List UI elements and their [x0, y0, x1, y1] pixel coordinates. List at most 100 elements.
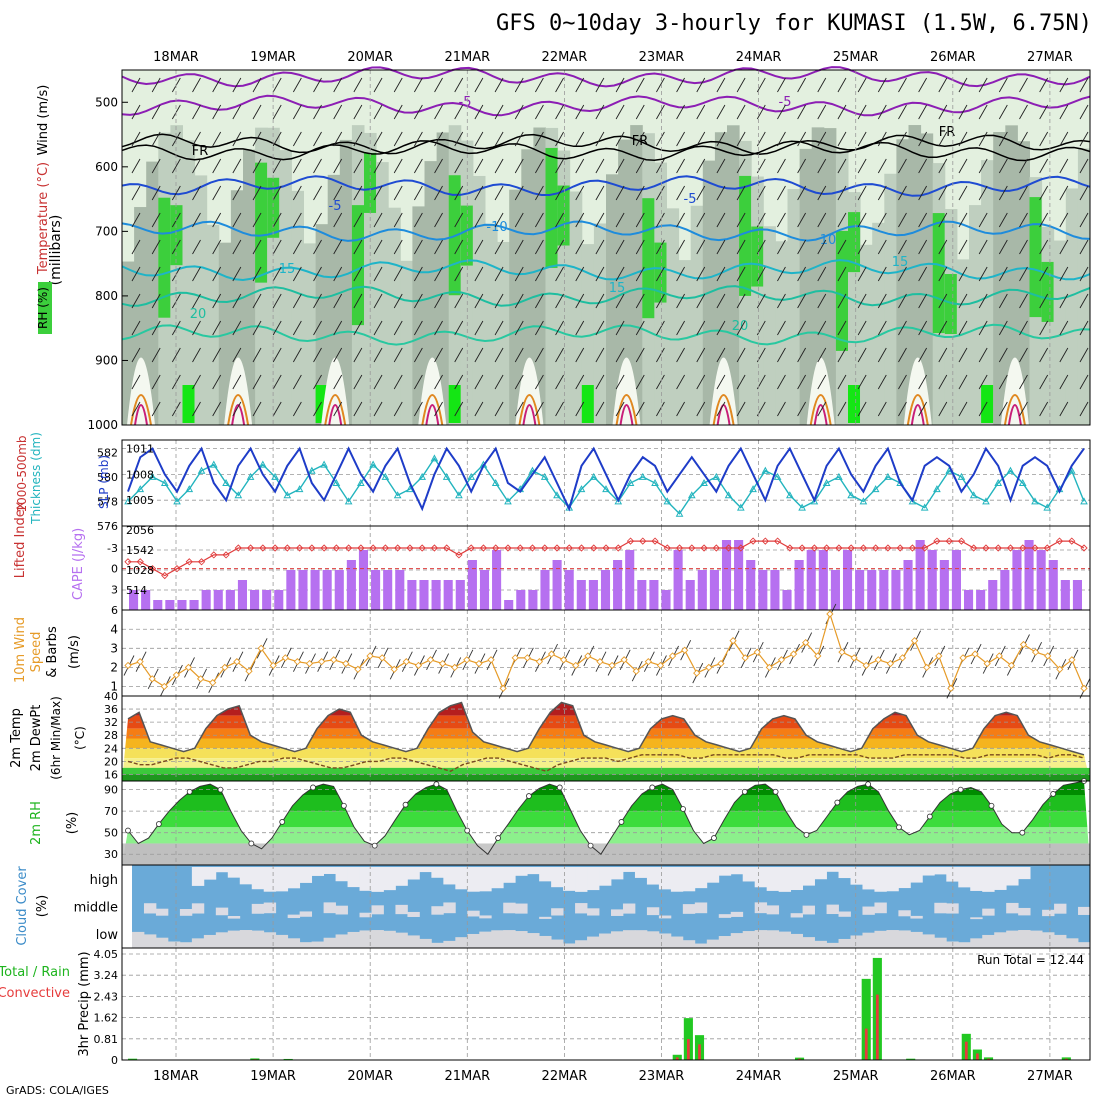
temp-band — [122, 758, 1090, 768]
wind-barb — [413, 185, 423, 201]
wind-barb — [998, 239, 1008, 255]
rh-shade — [581, 244, 595, 425]
rh-marker — [1050, 791, 1057, 797]
cloud-high-segment — [539, 867, 552, 882]
wind-barb — [978, 347, 988, 363]
rh-green-patch — [170, 205, 183, 266]
temp-contour-30 — [619, 404, 634, 426]
wind-barb — [575, 239, 585, 255]
temp-contour — [121, 94, 1091, 117]
cloud-low-segment — [383, 930, 396, 948]
wind-barb — [1019, 401, 1028, 417]
wind-barb — [313, 131, 322, 147]
thickness-marker — [295, 485, 304, 493]
rh-green-patch — [351, 205, 364, 326]
thickness-marker — [185, 485, 194, 493]
wind-barb — [252, 212, 262, 228]
wind-barb — [494, 266, 504, 282]
wind-barb — [1019, 239, 1028, 255]
thickness-marker — [859, 497, 868, 505]
wind-barb — [716, 266, 726, 282]
wind-barb — [555, 131, 564, 147]
dewpoint-band-dark — [122, 774, 1090, 781]
wind-speed-marker — [983, 659, 991, 668]
cloud-low-segment — [670, 936, 684, 948]
wind-barb — [212, 158, 222, 174]
wind-barb — [716, 374, 726, 390]
rh-marker — [248, 840, 255, 847]
cloud-middle-segment — [790, 913, 803, 918]
cloud-low-segment — [982, 934, 995, 948]
wind-barb — [353, 185, 363, 201]
wind-barb — [716, 401, 726, 417]
y-tick-label: 0.81 — [94, 1033, 119, 1046]
cloud-high-segment — [203, 867, 217, 880]
wind-barb — [393, 212, 403, 228]
wind-barb — [615, 212, 625, 228]
wind-speed-marker — [789, 650, 798, 658]
lifted-index-marker — [381, 544, 390, 552]
wind-barb — [958, 401, 968, 417]
wind-barb — [212, 320, 222, 336]
thickness-marker — [442, 472, 451, 480]
wind-barb — [797, 131, 807, 147]
wind-barb — [736, 104, 746, 120]
wind-barb — [333, 266, 343, 282]
rh-marker — [433, 781, 440, 788]
wind-barb — [595, 401, 605, 417]
y-tick-label: 40 — [104, 690, 118, 703]
rh-shade — [412, 206, 425, 425]
lifted-index-marker — [577, 544, 586, 552]
wind-barb — [393, 293, 403, 309]
wind-barb — [232, 239, 242, 255]
bottom-date-label: 23MAR — [639, 1069, 685, 1084]
wind-barb — [272, 77, 282, 93]
rh-marker — [711, 835, 717, 841]
cape-bar — [552, 560, 562, 610]
cape-bar — [177, 600, 187, 610]
wind-barb — [877, 212, 887, 228]
wind-barb — [575, 185, 585, 201]
wind-barb — [272, 320, 282, 336]
rh-shade — [787, 189, 801, 425]
rh-green-patch — [158, 197, 171, 318]
wind-barb — [817, 293, 827, 309]
cape-bar — [770, 570, 780, 610]
rh-shade — [436, 132, 450, 425]
cloud-middle-segment — [658, 915, 672, 919]
wind-barb — [373, 347, 383, 363]
wind-barb — [857, 131, 867, 147]
top-date-label: 22MAR — [542, 50, 588, 65]
wind-barb — [938, 320, 948, 336]
contour-label: 20 — [732, 319, 749, 334]
wind-barb — [817, 266, 827, 282]
rh-shade — [146, 161, 159, 425]
cloud-high-segment — [778, 867, 792, 892]
y-tick-label: 4.05 — [94, 948, 119, 961]
precip-convective-bar — [687, 1039, 690, 1060]
temp-contour — [121, 66, 1091, 88]
lifted-index-marker — [516, 544, 524, 552]
wind-barb — [575, 347, 585, 363]
wind-barb — [131, 158, 141, 174]
cloud-high-segment — [335, 867, 348, 882]
precip-total-bar — [906, 1058, 916, 1060]
thickness-marker — [308, 466, 316, 474]
wind-barb — [918, 185, 928, 201]
lifted-index-marker — [320, 544, 328, 552]
wind-speed-marker — [874, 656, 882, 664]
wind-barb — [434, 401, 443, 417]
cloud-high-segment — [694, 867, 708, 889]
temp-contour-25 — [518, 394, 541, 426]
wind-barb — [978, 131, 988, 147]
wind-barb — [212, 347, 222, 363]
lifted-index-marker — [528, 544, 537, 552]
wind-barb — [918, 239, 928, 255]
cloud-low-segment — [407, 935, 420, 948]
lifted-index-marker — [859, 544, 868, 552]
lifted-index-marker — [161, 571, 169, 580]
temp-contour-25 — [906, 394, 929, 426]
wind-barb — [998, 347, 1008, 363]
wind-barb — [817, 158, 827, 174]
wind-barb — [252, 239, 262, 255]
